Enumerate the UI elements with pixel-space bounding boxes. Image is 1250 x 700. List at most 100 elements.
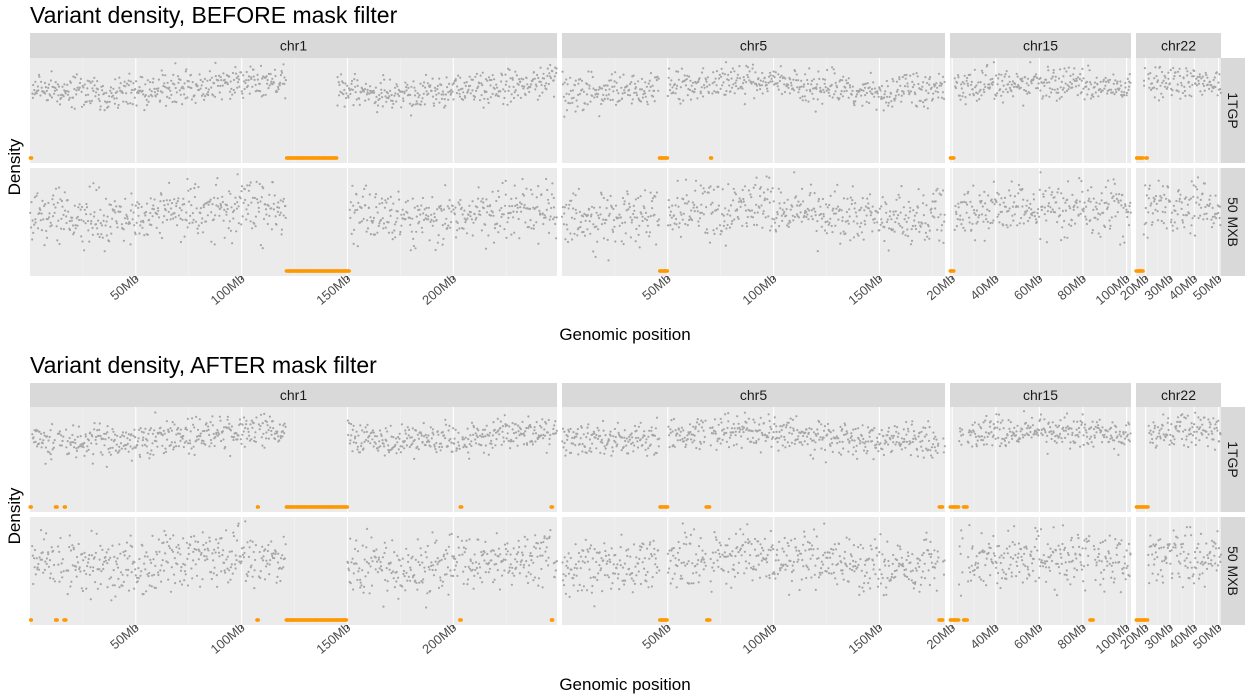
point-density	[992, 219, 995, 222]
point-density	[96, 80, 99, 83]
point-density	[1060, 239, 1063, 242]
point-density	[831, 231, 834, 234]
point-density	[270, 80, 273, 83]
point-density	[1036, 76, 1039, 80]
point-density	[1206, 217, 1209, 220]
point-density	[246, 427, 249, 430]
point-density	[129, 243, 132, 246]
point-density	[750, 209, 754, 212]
point-density	[75, 89, 78, 92]
point-density	[846, 197, 849, 200]
point-density	[242, 430, 245, 433]
point-density	[709, 203, 713, 206]
point-density	[1028, 91, 1031, 95]
point-density	[1072, 208, 1075, 211]
point-density	[824, 86, 827, 89]
point-density	[101, 84, 104, 88]
point-density	[683, 74, 686, 77]
point-density	[860, 231, 864, 234]
point-density	[67, 210, 70, 213]
point-density	[972, 184, 975, 187]
point-density	[522, 206, 526, 209]
point-density	[172, 446, 176, 449]
point-density	[895, 198, 898, 201]
point-density	[630, 432, 633, 435]
point-density	[110, 232, 113, 235]
point-density	[216, 434, 219, 437]
point-density	[182, 87, 185, 90]
point-density	[1125, 208, 1128, 211]
point-density	[904, 77, 907, 80]
point-density	[413, 438, 416, 442]
point-density	[549, 77, 553, 80]
point-density	[960, 87, 963, 90]
point-density	[996, 92, 999, 95]
point-density	[565, 223, 568, 226]
point-density	[643, 207, 646, 210]
point-density	[703, 190, 706, 193]
point-density	[736, 208, 739, 211]
point-density	[405, 89, 408, 92]
point-density	[1058, 207, 1061, 210]
point-density	[705, 78, 708, 81]
point-density	[196, 84, 199, 87]
point-density	[797, 91, 800, 94]
point-density	[637, 80, 640, 83]
point-density	[250, 76, 253, 79]
point-density	[53, 89, 57, 92]
point-density	[649, 191, 652, 194]
point-density	[793, 215, 797, 218]
point-density	[1100, 192, 1103, 195]
point-density	[443, 106, 446, 109]
point-density	[416, 92, 419, 95]
point-density	[113, 200, 116, 203]
point-density	[397, 448, 400, 451]
point-density	[387, 221, 390, 224]
point-density	[189, 430, 192, 433]
point-density	[58, 186, 61, 189]
point-density	[550, 206, 553, 210]
point-density	[861, 104, 864, 107]
point-density	[61, 85, 64, 88]
point-density	[671, 228, 674, 231]
point-density	[246, 84, 249, 87]
point-density	[151, 81, 154, 84]
point-density	[602, 237, 606, 240]
point-density	[706, 231, 709, 235]
point-density	[822, 215, 825, 218]
point-density	[36, 192, 39, 195]
point-density	[555, 67, 558, 70]
point-density	[154, 95, 157, 98]
point-density	[1063, 91, 1066, 94]
point-density	[1164, 211, 1167, 214]
point-density	[431, 431, 434, 434]
point-density	[831, 66, 834, 69]
facet-strip-label: chr22	[1161, 38, 1196, 54]
point-density	[1168, 82, 1171, 85]
point-density	[761, 71, 764, 75]
point-density	[455, 220, 458, 223]
point-density	[447, 429, 450, 432]
point-density	[415, 215, 418, 218]
point-density	[236, 438, 239, 441]
point-density	[1199, 198, 1202, 201]
point-density	[367, 440, 370, 443]
point-density	[34, 221, 37, 224]
point-density	[1116, 211, 1119, 214]
point-density	[90, 442, 93, 445]
point-density	[960, 201, 964, 204]
point-density	[211, 424, 214, 427]
point-density	[461, 87, 464, 90]
point-density	[484, 435, 487, 438]
point-density	[146, 451, 149, 454]
point-density	[1150, 82, 1154, 85]
point-density	[210, 211, 213, 214]
point-density	[455, 91, 458, 95]
point-density	[241, 215, 244, 218]
point-density	[190, 204, 193, 207]
point-density	[1048, 87, 1051, 90]
point-density	[149, 81, 152, 84]
point-density	[409, 93, 412, 97]
point-density	[88, 185, 91, 188]
point-density	[1026, 77, 1030, 80]
